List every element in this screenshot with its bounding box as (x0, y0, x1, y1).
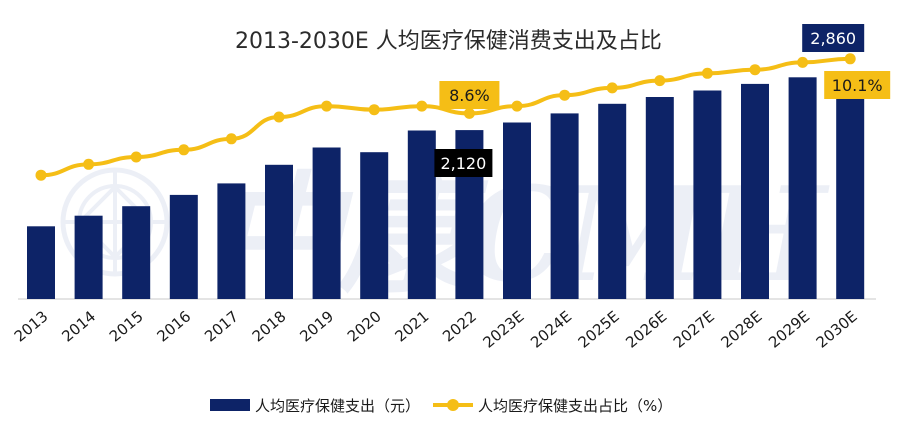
x-tick-label: 2025E (575, 307, 623, 351)
bar-2013 (27, 226, 55, 299)
legend-line-marker (447, 399, 459, 411)
bar-2021 (407, 130, 436, 299)
line-label-2030E-box (824, 71, 891, 99)
x-tick-label: 2030E (813, 307, 861, 351)
line-point-2022 (463, 107, 475, 119)
bar-label-2022: 2,120 (440, 154, 486, 173)
x-tick-label: 2022 (439, 307, 480, 345)
bar-2019 (312, 147, 341, 299)
x-tick-label: 2026E (622, 307, 670, 351)
x-tick-label: 2027E (670, 307, 718, 351)
bar-2015 (122, 206, 151, 299)
bar-2027E (693, 90, 722, 299)
x-tick-label: 2024E (527, 307, 575, 351)
x-tick-label: 2018 (249, 307, 290, 345)
x-tick-label: 2019 (296, 307, 337, 345)
bar-2020 (360, 152, 389, 299)
line-point-2016 (178, 144, 190, 156)
x-tick-label: 2023E (479, 307, 527, 351)
bar-2025E (598, 103, 627, 299)
line-label-2030E: 10.1% (832, 76, 883, 95)
line-point-2017 (225, 133, 237, 145)
x-tick-label: 2020 (344, 307, 385, 345)
line-point-2026E (654, 75, 666, 87)
line-point-2025E (606, 82, 618, 94)
x-tick-label: 2015 (106, 307, 147, 345)
bar-2029E (788, 77, 817, 299)
bar-2017 (217, 183, 246, 299)
bar-2018 (265, 164, 293, 299)
x-tick-label: 2013 (11, 307, 52, 345)
line-point-2024E (559, 89, 571, 101)
line-label-2022: 8.6% (449, 86, 490, 105)
x-tick-labels: 2013 2014 2015 2016 2017 2018 2019 2020 2021 2022… (11, 307, 861, 351)
x-tick-label: 2014 (58, 307, 99, 345)
bar-label-2030E-box (802, 24, 865, 52)
x-tick-label: 2029E (765, 307, 813, 351)
line-point-2023E (511, 100, 523, 112)
legend: 人均医疗保健支出（元） 人均医疗保健支出占比（%） (210, 397, 672, 415)
line-point-2027E (701, 67, 713, 79)
legend-bar-label: 人均医疗保健支出（元） (255, 397, 420, 415)
line-point-2014 (83, 158, 95, 170)
bar-2030E (836, 71, 865, 299)
line-series (35, 53, 856, 181)
bar-2028E (741, 83, 769, 300)
bar-2016 (169, 194, 198, 299)
line-point-2018 (273, 111, 285, 123)
bar-label-2030E: 2,860 (810, 29, 856, 48)
bar-2014 (74, 215, 103, 299)
bar-2024E (550, 113, 579, 300)
legend-line-label: 人均医疗保健支出占比（%） (478, 397, 672, 415)
line-point-2021 (416, 100, 428, 112)
legend-bar-swatch (210, 399, 250, 411)
x-tick-label: 2017 (201, 307, 242, 345)
line-label-2022-box (439, 81, 500, 109)
bar-2026E (645, 97, 674, 299)
line-point-2030E (844, 53, 856, 65)
line-point-2015 (130, 151, 142, 163)
data-label-callouts: 2,120 8.6% 2,860 10.1% (434, 24, 891, 177)
line-point-2029E (797, 56, 809, 68)
x-tick-label: 2028E (717, 307, 765, 351)
bar-2023E (503, 122, 531, 299)
x-tick-label: 2021 (392, 307, 433, 345)
line-point-2020 (368, 104, 380, 116)
line-point-2028E (749, 64, 761, 76)
chart-title: 2013-2030E 人均医疗保健消费支出及占比 (235, 29, 662, 54)
x-tick-label: 2016 (154, 307, 195, 345)
line-point-2013 (35, 169, 47, 181)
bar-label-2022-box (434, 149, 493, 177)
line-point-2019 (321, 100, 333, 112)
